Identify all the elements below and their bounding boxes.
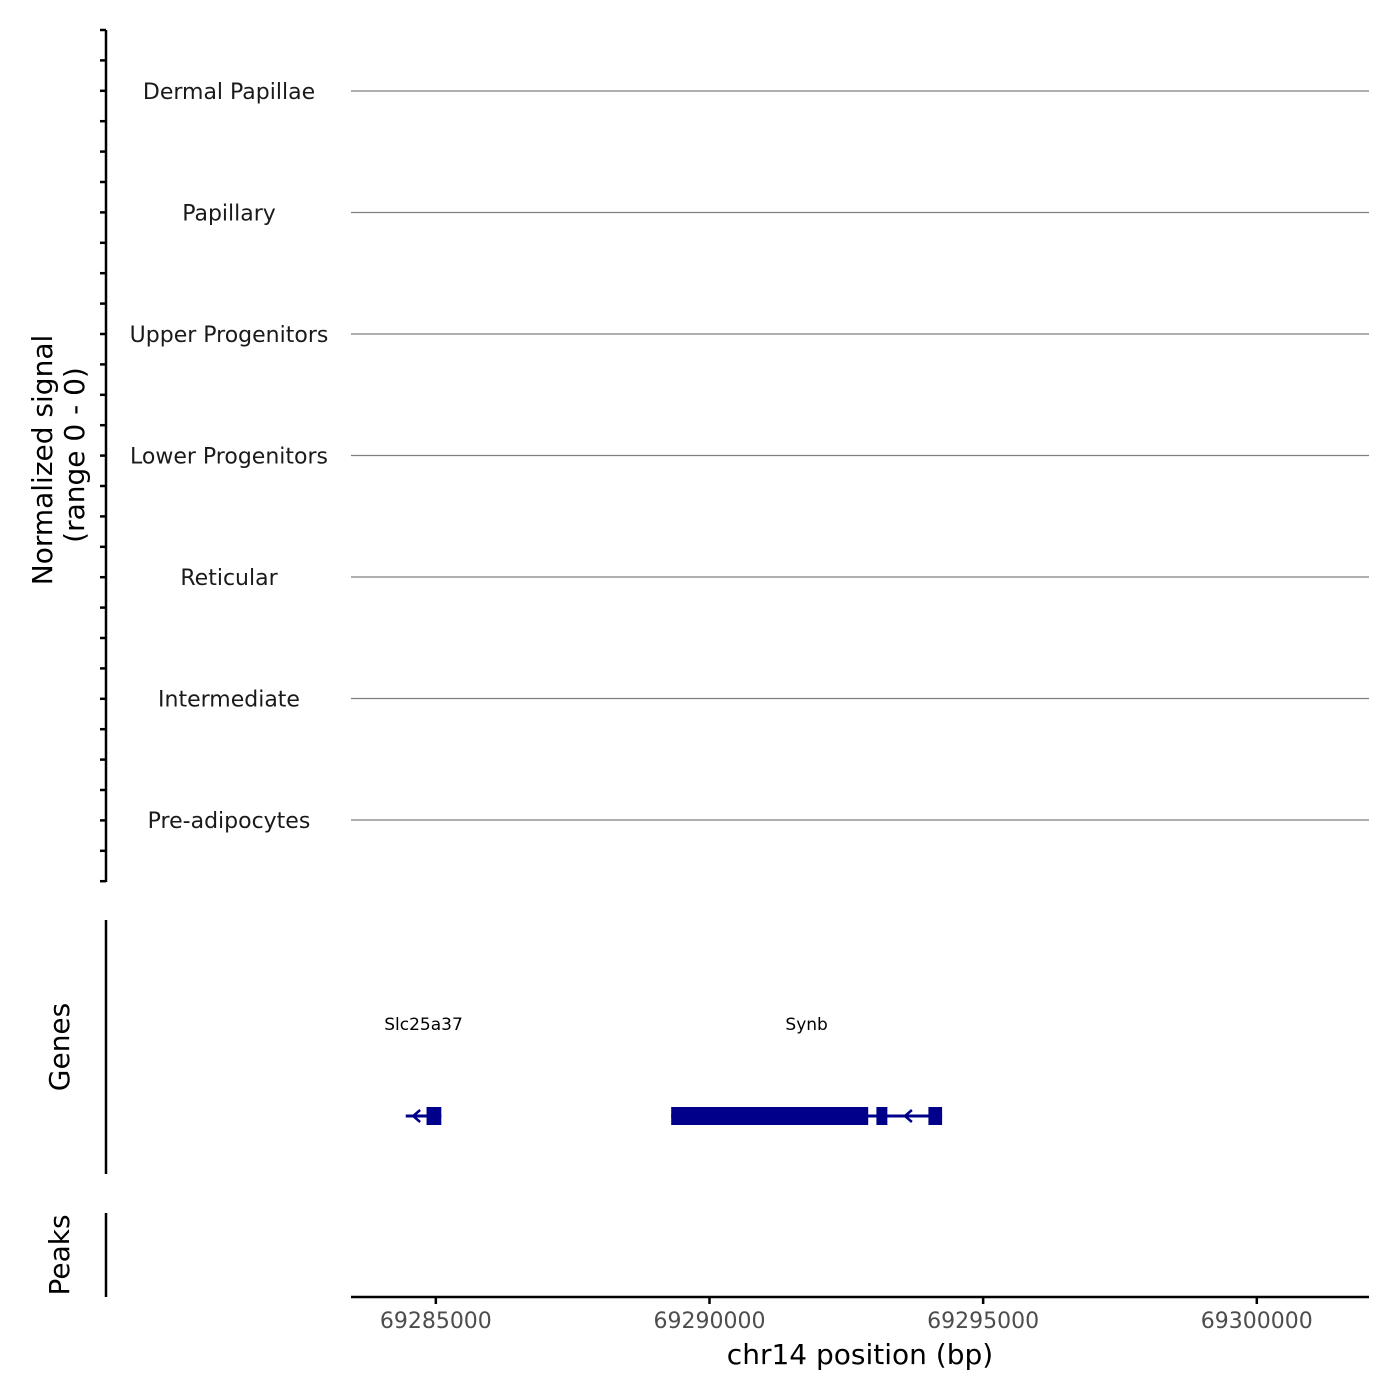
exon-block [928,1107,943,1125]
x-axis: 69285000 69290000 69295000 69300000 chr14 p… [351,1295,1369,1371]
track-label: Reticular [180,566,278,591]
track-label: Intermediate [158,688,300,713]
exon-block [671,1107,869,1125]
gene-label: Slc25a37 [384,1015,463,1035]
genes-panel: Genes Slc25a37 Synb [43,920,943,1174]
track-label: Pre-adipocytes [148,809,311,834]
track-label: Lower Progenitors [130,445,328,470]
x-tick-label: 69285000 [380,1309,492,1334]
track-label: Papillary [182,202,276,227]
x-tick-label: 69300000 [1201,1309,1313,1334]
genes-ylabel: Genes [43,1003,76,1091]
coverage-tracks: Dermal Papillae Papillary Upper Progenitor… [130,80,1369,834]
coverage-ylabel-line2: (range 0 - 0) [58,367,91,543]
strand-arrow [411,1109,421,1123]
peaks-ylabel: Peaks [43,1214,76,1295]
track-label: Upper Progenitors [130,323,329,348]
x-tick-label: 69295000 [927,1309,1039,1334]
x-axis-ticks: 69285000 69290000 69295000 69300000 [380,1297,1313,1334]
x-tick-label: 69290000 [653,1309,765,1334]
coverage-axis-ticks [100,28,106,883]
coverage-panel: Dermal Papillae Papillary Upper Progenitor… [26,28,1369,883]
gene-label: Synb [785,1015,827,1035]
track-label: Dermal Papillae [143,80,315,105]
exon-block [426,1107,442,1125]
peaks-panel: Peaks [43,1213,108,1297]
coverage-ylabel-line1: Normalized signal [26,335,59,586]
exon-block [876,1107,888,1125]
x-axis-title: chr14 position (bp) [727,1338,993,1371]
gene-models: Slc25a37 Synb [384,1015,943,1125]
strand-arrow [902,1109,913,1123]
